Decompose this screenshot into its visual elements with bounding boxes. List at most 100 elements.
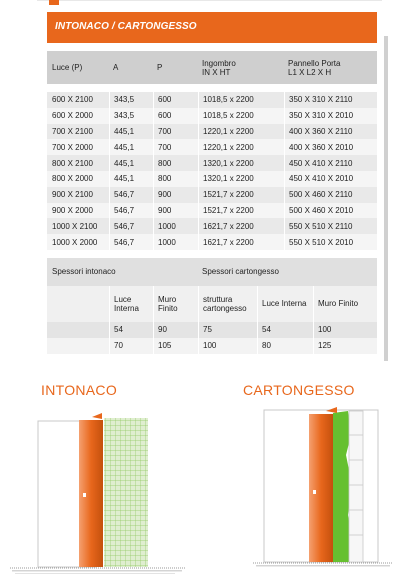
- table-cell: 500 X 460 X 2110: [284, 186, 377, 203]
- table-cell: 1000: [153, 218, 198, 235]
- table-row: 600 X 2000 343,5 600 1018,5 x 2200 350 X 310…: [47, 107, 377, 124]
- table-cell: 1000 X 2100: [52, 221, 98, 231]
- spessori-body: 54 90 75 54 100 70 105 100 80 125: [47, 321, 377, 354]
- header-p: P: [157, 63, 163, 72]
- table-cell: 900 X 2000: [52, 205, 93, 215]
- header-luce: Luce (P): [52, 63, 83, 72]
- table-cell: 900 X 2100: [52, 190, 93, 200]
- table-cell: 800: [153, 155, 198, 171]
- table-cell: 450 X 410 X 2110: [284, 155, 377, 171]
- stud-frame: [348, 410, 364, 563]
- sub-struttura: struttura cartongesso: [198, 285, 257, 322]
- table-cell: 1521,7 x 2200: [198, 186, 284, 203]
- top-line: [37, 0, 382, 1]
- table-cell: 900: [153, 202, 198, 219]
- table-cell: 600: [153, 92, 198, 108]
- header-pannello: Pannello Porta L1 X L2 X H: [288, 58, 341, 77]
- table-cell: 800: [153, 170, 198, 187]
- header-ingombro: Ingombro IN X HT: [202, 58, 236, 77]
- sub-muro-finito: Muro Finito: [153, 285, 198, 322]
- spessori-cell: 105: [153, 337, 198, 354]
- intonaco-title: INTONACO: [41, 382, 118, 398]
- table-cell: 400 X 360 X 2110: [284, 123, 377, 140]
- accent-marker: [49, 0, 59, 5]
- floor-texture-cg: [256, 565, 390, 567]
- table-row: 700 X 2100 445,1 700 1220,1 x 2200 400 X 360…: [47, 123, 377, 140]
- table-cell: 445,1: [109, 123, 153, 140]
- table-cell: 1621,7 x 2200: [198, 234, 284, 250]
- table-cell: 343,5: [109, 107, 153, 124]
- panel-arrow: [92, 413, 102, 419]
- spessori-header: Spessori intonaco Spessori cartongesso: [47, 257, 377, 286]
- table-row: 800 X 2100 445,1 800 1320,1 x 2200 450 X 410…: [47, 155, 377, 171]
- table-cell: 546,7: [109, 218, 153, 235]
- table-cell: 546,7: [109, 234, 153, 250]
- spessori-cell: 80: [257, 337, 313, 354]
- table-cell: 400 X 360 X 2010: [284, 139, 377, 156]
- table-cell: 700: [153, 123, 198, 140]
- table-cell: 700: [153, 139, 198, 156]
- door-panel: [79, 420, 103, 567]
- top-accent: [37, 0, 382, 6]
- spessori-intonaco-label: Spessori intonaco: [52, 267, 116, 277]
- plaster-grid: [104, 418, 148, 567]
- table-row: 1000 X 2000 546,7 1000 1621,7 x 2200 550 X 5…: [47, 234, 377, 250]
- table-cell: 500 X 460 X 2010: [284, 202, 377, 219]
- table-cell: 1220,1 x 2200: [198, 123, 284, 140]
- cartongesso-diagram: [253, 407, 393, 567]
- table-body: 600 X 2100 343,5 600 1018,5 x 2200 350 X 310…: [47, 92, 377, 250]
- table-cell: 546,7: [109, 186, 153, 203]
- spessori-cartongesso-label: Spessori cartongesso: [202, 267, 279, 277]
- door-handle: [83, 493, 86, 497]
- table-cell: 800 X 2100: [52, 158, 93, 168]
- table-cell: 1018,5 x 2200: [198, 107, 284, 124]
- table-row: 600 X 2100 343,5 600 1018,5 x 2200 350 X 310…: [47, 92, 377, 108]
- table-cell: 450 X 410 X 2010: [284, 170, 377, 187]
- door-panel-cg: [309, 414, 333, 562]
- sub-luce-interna-cg: Luce Interna: [257, 285, 313, 322]
- table-cell: 600 X 2100: [52, 95, 93, 105]
- spessori-cell: 54: [257, 321, 313, 338]
- table-cell: 1320,1 x 2200: [198, 155, 284, 171]
- table-row: 1000 X 2100 546,7 1000 1621,7 x 2200 550 X 5…: [47, 218, 377, 235]
- table-cell: 1000: [153, 234, 198, 250]
- table-row: 900 X 2000 546,7 900 1521,7 x 2200 500 X 460…: [47, 202, 377, 219]
- table-cell: 445,1: [109, 139, 153, 156]
- panel-arrow-cg: [326, 407, 337, 413]
- table-cell: 700 X 2000: [52, 142, 93, 152]
- table-header: Luce (P) A P Ingombro IN X HT Pannello P…: [47, 51, 377, 84]
- spessori-row: 54 90 75 54 100: [47, 321, 377, 338]
- table-row: 700 X 2000 445,1 700 1220,1 x 2200 400 X 360…: [47, 139, 377, 156]
- table-cell: 1220,1 x 2200: [198, 139, 284, 156]
- gypsum-board: [333, 411, 356, 562]
- spessori-cell: 100: [313, 321, 377, 338]
- table-cell: 546,7: [109, 202, 153, 219]
- door-handle-cg: [313, 490, 316, 494]
- stud-lines: [349, 434, 363, 536]
- table-cell: 900: [153, 186, 198, 203]
- spessori-subheader: Luce Interna Muro Finito struttura carto…: [47, 285, 377, 322]
- table-cell: 600: [153, 107, 198, 124]
- side-scroll-bar: [384, 36, 388, 361]
- spessori-cell: 100: [198, 337, 257, 354]
- table-cell: 550 X 510 X 2110: [284, 218, 377, 235]
- table-row: 900 X 2100 546,7 900 1521,7 x 2200 500 X 460…: [47, 186, 377, 203]
- table-cell: 350 X 310 X 2110: [284, 92, 377, 108]
- table-cell: 1000 X 2000: [52, 237, 98, 247]
- table-title: INTONACO / CARTONGESSO: [47, 12, 377, 43]
- intonaco-diagram: [10, 413, 185, 574]
- spessori-cell: 125: [313, 337, 377, 354]
- spessori-cell: 70: [109, 337, 153, 354]
- table-row: 800 X 2000 445,1 800 1320,1 x 2200 450 X 410…: [47, 170, 377, 187]
- table-cell: 1320,1 x 2200: [198, 170, 284, 187]
- spessori-cell: 75: [198, 321, 257, 338]
- spessori-cell: 90: [153, 321, 198, 338]
- table-cell: 350 X 310 X 2010: [284, 107, 377, 124]
- table-cell: 1521,7 x 2200: [198, 202, 284, 219]
- table-cell: 1018,5 x 2200: [198, 92, 284, 108]
- table-cell: 1621,7 x 2200: [198, 218, 284, 235]
- table-cell: 550 X 510 X 2010: [284, 234, 377, 250]
- table-cell: 343,5: [109, 92, 153, 108]
- cartongesso-title: CARTONGESSO: [243, 382, 355, 398]
- sub-muro-finito-cg: Muro Finito: [313, 285, 377, 322]
